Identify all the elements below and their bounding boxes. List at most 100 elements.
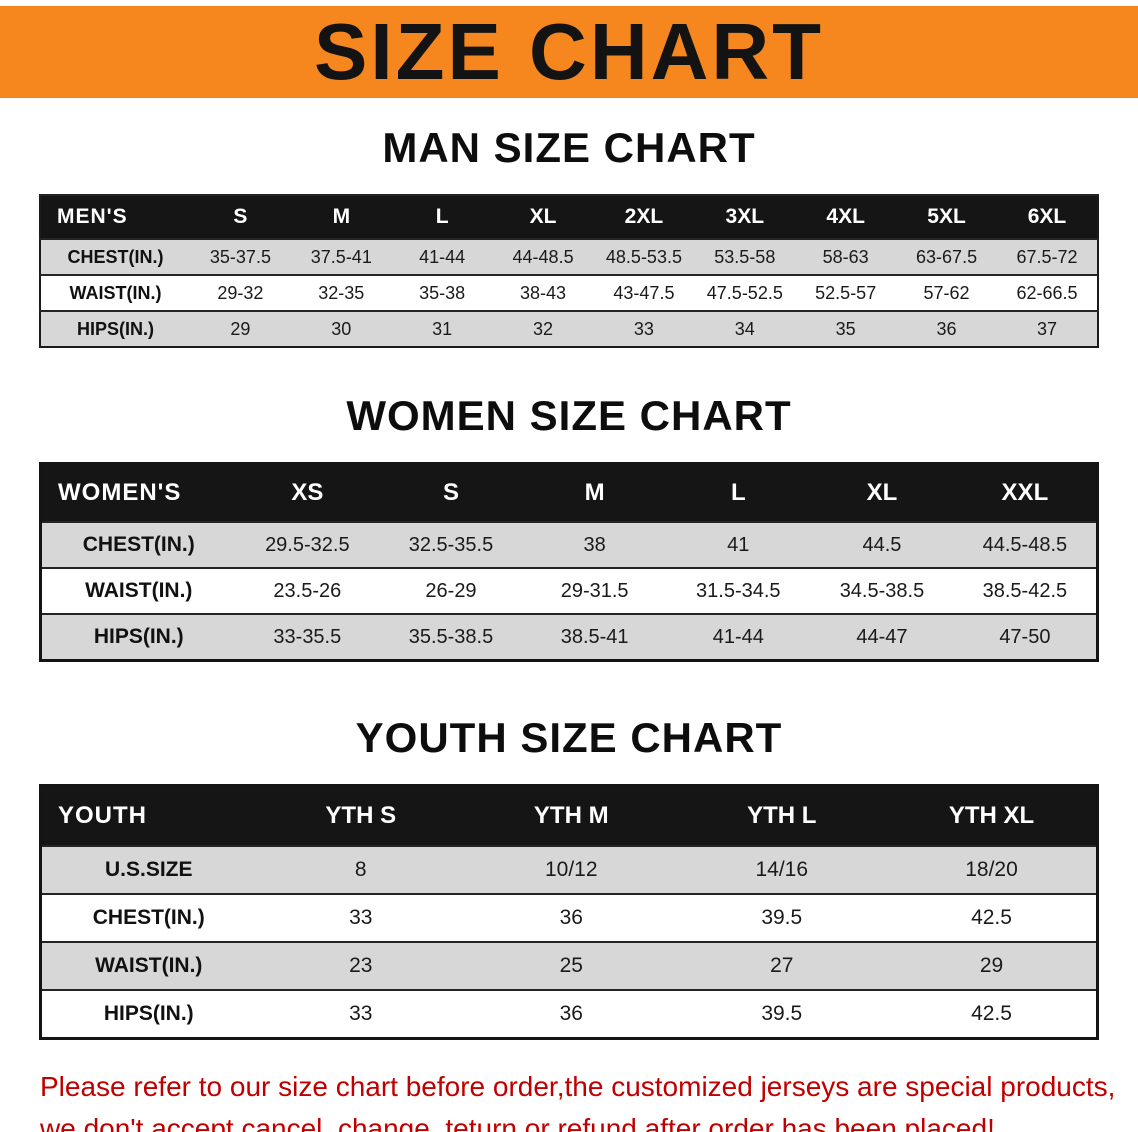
men-size-header: M bbox=[290, 195, 392, 239]
cell: 44-48.5 bbox=[512, 246, 574, 267]
cell: 38-43 bbox=[520, 282, 567, 303]
cell: 29 bbox=[230, 318, 251, 339]
disclaimer: Please refer to our size chart before or… bbox=[40, 1066, 1138, 1132]
cell: 33 bbox=[349, 1002, 373, 1025]
men-size-header: 4XL bbox=[795, 195, 897, 239]
youth-hips-row: HIPS(IN.) 33 36 39.5 42.5 bbox=[40, 990, 1098, 1039]
cell: 31.5-34.5 bbox=[696, 579, 781, 602]
cell: 33-35.5 bbox=[273, 625, 342, 648]
row-label: HIPS(IN.) bbox=[93, 625, 184, 648]
youth-size-header: YTH XL bbox=[887, 785, 1098, 846]
cell: 39.5 bbox=[761, 906, 803, 929]
women-size-header: S bbox=[379, 463, 523, 522]
cell: 48.5-53.5 bbox=[605, 246, 682, 267]
cell: 35-38 bbox=[419, 282, 466, 303]
cell: 23 bbox=[349, 954, 373, 977]
cell: 47.5-52.5 bbox=[706, 282, 783, 303]
cell: 8 bbox=[354, 858, 367, 881]
cell: 58-63 bbox=[822, 246, 869, 267]
youth-header-row: YOUTH YTH S YTH M YTH L YTH XL bbox=[40, 785, 1098, 846]
cell: 35.5-38.5 bbox=[408, 625, 494, 648]
cell: 14/16 bbox=[755, 858, 809, 881]
cell: 47-50 bbox=[999, 625, 1051, 648]
cell: 27 bbox=[770, 954, 794, 977]
men-size-table: MEN'S S M L XL 2XL 3XL 4XL 5XL 6XL CHEST… bbox=[39, 194, 1099, 348]
cell: 32-35 bbox=[318, 282, 365, 303]
women-waist-row: WAIST(IN.) 23.5-26 26-29 29-31.5 31.5-34… bbox=[40, 568, 1098, 614]
cell: 38 bbox=[583, 533, 606, 556]
cell: 29.5-32.5 bbox=[265, 533, 350, 556]
youth-size-header: YTH S bbox=[255, 785, 466, 846]
cell: 10/12 bbox=[544, 858, 598, 881]
men-size-header: XL bbox=[492, 195, 594, 239]
cell: 36 bbox=[559, 1002, 583, 1025]
cell: 37 bbox=[1036, 318, 1058, 339]
cell: 33 bbox=[349, 906, 373, 929]
cell: 36 bbox=[936, 318, 957, 339]
cell: 52.5-57 bbox=[815, 282, 877, 303]
women-size-header: XL bbox=[810, 463, 954, 522]
women-section-heading: WOMEN SIZE CHART bbox=[346, 392, 792, 439]
cell: 29-32 bbox=[217, 282, 264, 303]
women-table-title: WOMEN'S bbox=[40, 463, 236, 522]
men-size-header: 3XL bbox=[694, 195, 796, 239]
cell: 44.5-48.5 bbox=[982, 533, 1068, 556]
row-label: U.S.SIZE bbox=[104, 858, 193, 881]
cell: 34.5-38.5 bbox=[839, 579, 925, 602]
cell: 34 bbox=[734, 318, 755, 339]
cell: 35-37.5 bbox=[209, 246, 271, 267]
cell: 44-47 bbox=[856, 625, 908, 648]
women-size-header: L bbox=[666, 463, 811, 522]
cell: 25 bbox=[559, 954, 583, 977]
cell: 18/20 bbox=[965, 858, 1018, 881]
cell: 29 bbox=[979, 954, 1004, 977]
cell: 31 bbox=[432, 318, 453, 339]
disclaimer-line-1: Please refer to our size chart before or… bbox=[40, 1071, 1116, 1102]
cell: 63-67.5 bbox=[916, 246, 978, 267]
row-label: CHEST(IN.) bbox=[67, 246, 164, 267]
youth-size-table: YOUTH YTH S YTH M YTH L YTH XL U.S.SIZE … bbox=[39, 784, 1099, 1040]
cell: 41 bbox=[727, 533, 750, 556]
disclaimer-line-2: we don't accept cancel, change, teturn o… bbox=[40, 1113, 995, 1132]
men-size-header: 5XL bbox=[896, 195, 997, 239]
cell: 32.5-35.5 bbox=[408, 533, 494, 556]
men-section-heading: MAN SIZE CHART bbox=[382, 124, 756, 171]
youth-table-title: YOUTH bbox=[40, 785, 256, 846]
men-waist-row: WAIST(IN.) 29-32 32-35 35-38 38-43 43-47… bbox=[40, 275, 1098, 311]
cell: 36 bbox=[559, 906, 583, 929]
row-label: WAIST(IN.) bbox=[69, 282, 162, 303]
cell: 41-44 bbox=[419, 246, 466, 267]
cell: 33 bbox=[633, 318, 654, 339]
cell: 43-47.5 bbox=[613, 282, 675, 303]
row-label: HIPS(IN.) bbox=[103, 1002, 194, 1025]
cell: 42.5 bbox=[971, 1002, 1012, 1025]
cell: 38.5-42.5 bbox=[982, 579, 1068, 602]
cell: 41-44 bbox=[712, 625, 764, 648]
cell: 42.5 bbox=[971, 906, 1012, 929]
men-header-row: MEN'S S M L XL 2XL 3XL 4XL 5XL 6XL bbox=[40, 195, 1098, 239]
cell: 38.5-41 bbox=[560, 625, 629, 648]
row-label: CHEST(IN.) bbox=[82, 533, 195, 556]
row-label: HIPS(IN.) bbox=[76, 318, 154, 339]
youth-size-header: YTH L bbox=[676, 785, 887, 846]
cell: 39.5 bbox=[761, 1002, 803, 1025]
youth-waist-row: WAIST(IN.) 23 25 27 29 bbox=[40, 942, 1098, 990]
men-size-header: S bbox=[190, 195, 291, 239]
page-title: SIZE CHART bbox=[314, 7, 824, 96]
men-size-header: 2XL bbox=[593, 195, 695, 239]
youth-chest-row: CHEST(IN.) 33 36 39.5 42.5 bbox=[40, 894, 1098, 942]
cell: 32 bbox=[533, 318, 554, 339]
cell: 35 bbox=[835, 318, 856, 339]
women-size-header: XS bbox=[235, 463, 380, 522]
banner: SIZE CHART bbox=[0, 6, 1138, 98]
youth-ussize-row: U.S.SIZE 8 10/12 14/16 18/20 bbox=[40, 846, 1098, 894]
youth-size-header: YTH M bbox=[466, 785, 677, 846]
women-header-row: WOMEN'S XS S M L XL XXL bbox=[40, 463, 1098, 522]
men-size-header: L bbox=[391, 195, 493, 239]
women-chest-row: CHEST(IN.) 29.5-32.5 32.5-35.5 38 41 44.… bbox=[40, 522, 1098, 568]
cell: 37.5-41 bbox=[310, 246, 372, 267]
cell: 62-66.5 bbox=[1016, 282, 1078, 303]
cell: 23.5-26 bbox=[273, 579, 342, 602]
cell: 30 bbox=[331, 318, 352, 339]
